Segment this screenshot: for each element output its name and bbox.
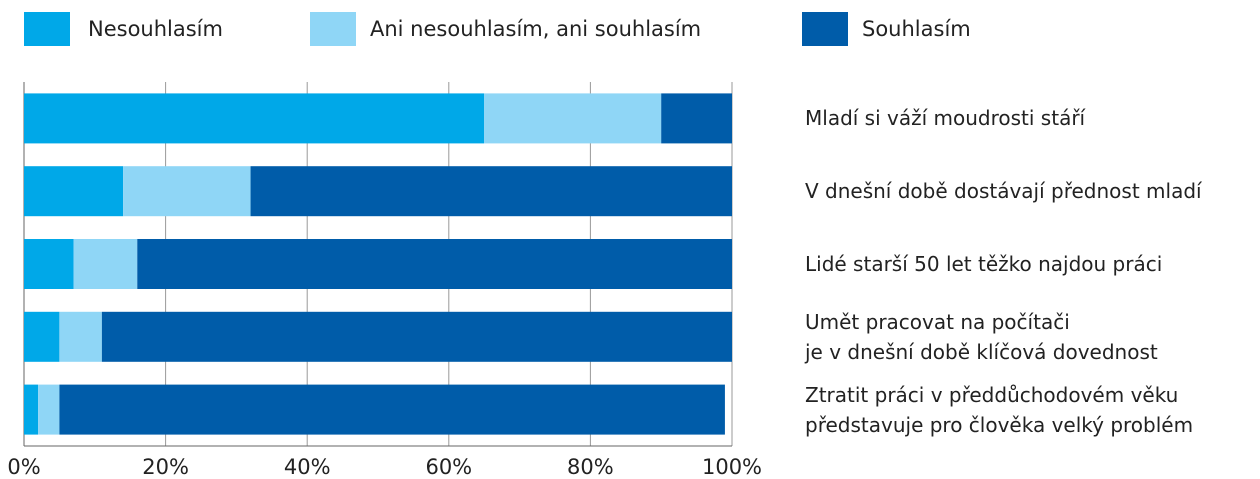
bar-segment (24, 384, 39, 435)
x-tick-label: 80% (567, 455, 614, 479)
x-tick-label: 20% (142, 455, 189, 479)
bar-segment (137, 239, 732, 289)
legend-label: Souhlasím (862, 17, 971, 41)
x-tick-label: 40% (284, 455, 331, 479)
x-tick-label: 100% (702, 455, 762, 479)
legend-label: Ani nesouhlasím, ani souhlasím (370, 17, 701, 41)
category-label: V dnešní době dostávají přednost mladí (805, 179, 1202, 204)
bar-segment (24, 166, 124, 217)
bar-segment (59, 384, 725, 435)
bar-segment (661, 93, 732, 144)
bar-segment (24, 239, 74, 289)
bar-segment (24, 93, 485, 144)
bar-segment (484, 93, 662, 144)
bar-segment (250, 166, 732, 217)
bar-segment (24, 311, 60, 362)
legend-swatch (802, 12, 848, 46)
x-tick-label: 60% (425, 455, 472, 479)
legend-swatch (24, 12, 70, 46)
bar-segment (59, 311, 102, 362)
legend-swatch (310, 12, 356, 46)
bar-segment (123, 166, 251, 217)
category-label: Umět pracovat na počítači je v dnešní do… (805, 309, 1158, 364)
category-label: Mladí si váží moudrosti stáří (805, 106, 1086, 131)
bar-segment (73, 239, 138, 289)
category-label: Ztratit práci v předdůchodovém věku před… (805, 382, 1194, 437)
legend-label: Nesouhlasím (88, 17, 223, 41)
x-tick-label: 0% (7, 455, 40, 479)
bar-segment (38, 384, 60, 435)
bar-segment (101, 311, 732, 362)
category-label: Lidé starší 50 let těžko najdou práci (805, 252, 1163, 276)
